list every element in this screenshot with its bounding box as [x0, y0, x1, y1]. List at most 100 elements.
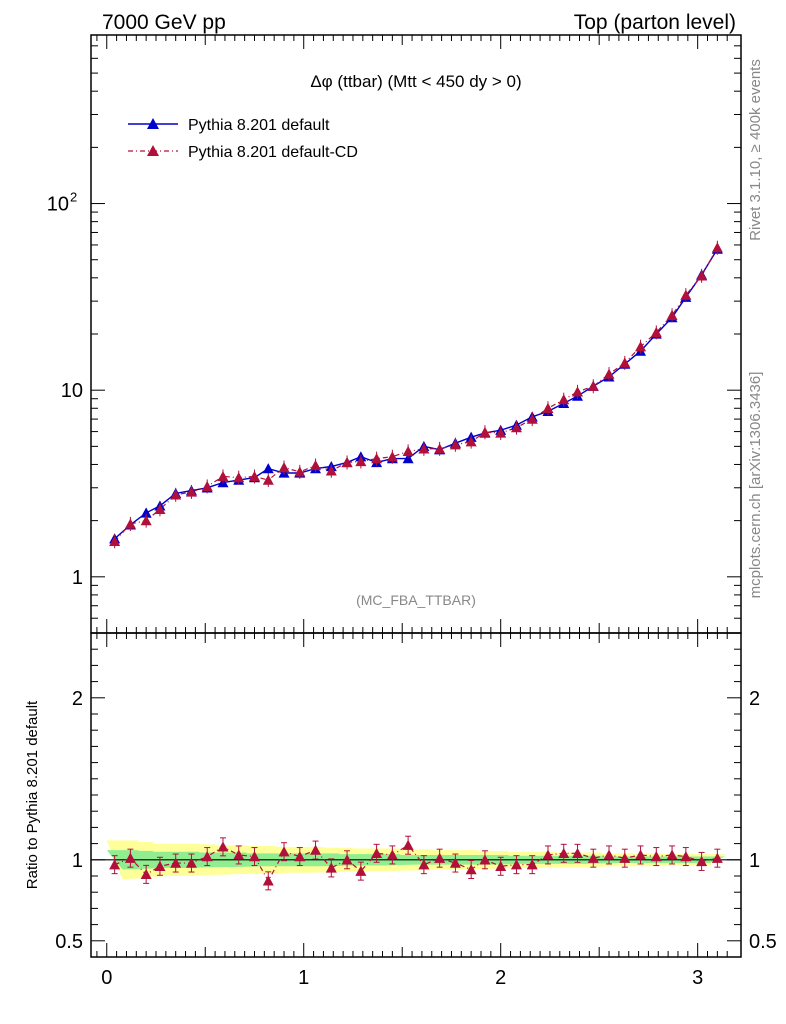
header-right: Top (parton level): [574, 11, 736, 34]
ratio-point: [495, 860, 507, 871]
ratio-point: [310, 844, 322, 855]
ratio-point: [341, 854, 353, 865]
ratio-point: [201, 851, 213, 862]
data-point-cd: [217, 470, 229, 482]
rivet-label: Rivet 3.1.10, ≥ 400k events: [747, 59, 764, 241]
ratio-ytick-label-right: 1: [749, 850, 760, 872]
ratio-point: [386, 849, 398, 860]
data-point-cd: [341, 456, 353, 468]
series-line-cd: [114, 247, 718, 542]
data-point-cd: [635, 341, 647, 352]
ratio-point: [262, 875, 274, 886]
data-point-cd: [696, 270, 708, 281]
main-series-points: [109, 240, 723, 549]
data-point-cd: [542, 402, 554, 413]
data-point-cd: [355, 455, 367, 467]
data-point-cd: [465, 436, 477, 447]
data-point-cd: [572, 386, 584, 397]
data-point-cd: [170, 489, 182, 500]
data-point-cd: [587, 380, 599, 391]
ratio-point: [185, 857, 197, 868]
ratio-ytick-label: 0.5: [55, 931, 83, 953]
data-point-cd: [603, 368, 615, 379]
ratio-point: [402, 839, 414, 850]
data-point-cd: [449, 439, 461, 450]
data-point-cd: [371, 453, 383, 464]
ratio-point: [666, 849, 678, 860]
series-line-default: [114, 248, 718, 540]
data-point-cd: [558, 394, 570, 405]
ratio-point: [418, 859, 430, 870]
ratio-point: [635, 849, 647, 860]
legend-label-cd: Pythia 8.201 default-CD: [188, 144, 358, 161]
ratio-point: [510, 859, 522, 870]
data-point-cd: [386, 451, 398, 462]
ratio-point: [109, 859, 121, 870]
data-point-cd: [526, 413, 538, 424]
ratio-ytick-label-right: 0.5: [749, 931, 777, 953]
data-point-default: [140, 507, 152, 518]
legend-marker-cd: [147, 145, 159, 156]
data-point-cd: [402, 445, 414, 457]
ratio-point: [558, 847, 570, 858]
ratio-point: [278, 846, 290, 857]
ratio-panel: 0 1 2 3 0.5 0.5 1 1 2 2 Ratio to Pythia 8.201 def…: [24, 632, 777, 989]
ratio-point: [325, 862, 337, 873]
ratio-point: [124, 852, 136, 863]
ratio-point: [355, 865, 367, 876]
data-point-cd: [666, 309, 678, 320]
data-point-cd: [262, 474, 274, 485]
ratio-point: [140, 868, 152, 880]
ratio-point: [248, 851, 260, 862]
ratio-point: [587, 852, 599, 863]
data-point-cd: [711, 242, 723, 253]
data-point-cd: [201, 480, 213, 492]
ratio-point: [154, 860, 166, 871]
data-point-cd: [109, 535, 121, 546]
legend-label-default: Pythia 8.201 default: [188, 117, 330, 134]
data-point-cd: [510, 422, 522, 433]
legend: Pythia 8.201 default Pythia 8.201 defaul…: [128, 117, 358, 161]
main-ytick-label: 10: [61, 380, 83, 402]
plot-title: Δφ (ttbar) (Mtt < 450 dy > 0): [310, 72, 521, 91]
main-ytick-label: 10: [47, 194, 69, 216]
ratio-point: [170, 857, 182, 868]
mcplots-label: mcplots.cern.ch [arXiv:1306.3436]: [747, 372, 764, 599]
main-ytick-label: 1: [72, 567, 83, 589]
ratio-axis-ticks: 0 1 2 3 0.5 0.5 1 1 2 2: [55, 632, 777, 989]
main-ytick-label-exponent: 2: [70, 190, 77, 205]
data-point-cd: [495, 427, 507, 438]
ratio-xtick-label: 1: [298, 967, 309, 989]
data-point-cd: [185, 486, 197, 497]
ratio-point: [526, 859, 538, 870]
ratio-ylabel: Ratio to Pythia 8.201 default: [24, 700, 41, 889]
ratio-point: [603, 849, 615, 860]
ratio-series-points: [109, 835, 723, 891]
ratio-xtick-label: 0: [101, 967, 112, 989]
ratio-frame: [90, 632, 742, 958]
data-point-cd: [294, 466, 306, 477]
data-point-cd: [124, 518, 136, 529]
ratio-point: [371, 847, 383, 858]
header-left: 7000 GeV pp: [102, 11, 226, 34]
data-point-cd: [278, 462, 290, 473]
data-point-cd: [233, 472, 245, 483]
ratio-point: [434, 852, 446, 863]
ratio-ytick-label: 1: [72, 850, 83, 872]
analysis-tag: (MC_FBA_TTBAR): [356, 592, 476, 608]
legend-marker-default: [147, 118, 159, 129]
ratio-point: [449, 857, 461, 868]
ratio-point: [680, 851, 692, 862]
data-point-cd: [248, 470, 260, 482]
data-point-cd: [479, 426, 491, 437]
ratio-xtick-label: 2: [495, 967, 506, 989]
ratio-point: [294, 851, 306, 862]
ratio-point: [217, 841, 229, 852]
ratio-ytick-label: 2: [72, 688, 83, 710]
main-series-lines: [114, 247, 718, 542]
ratio-point: [572, 847, 584, 858]
ratio-point: [650, 851, 662, 862]
